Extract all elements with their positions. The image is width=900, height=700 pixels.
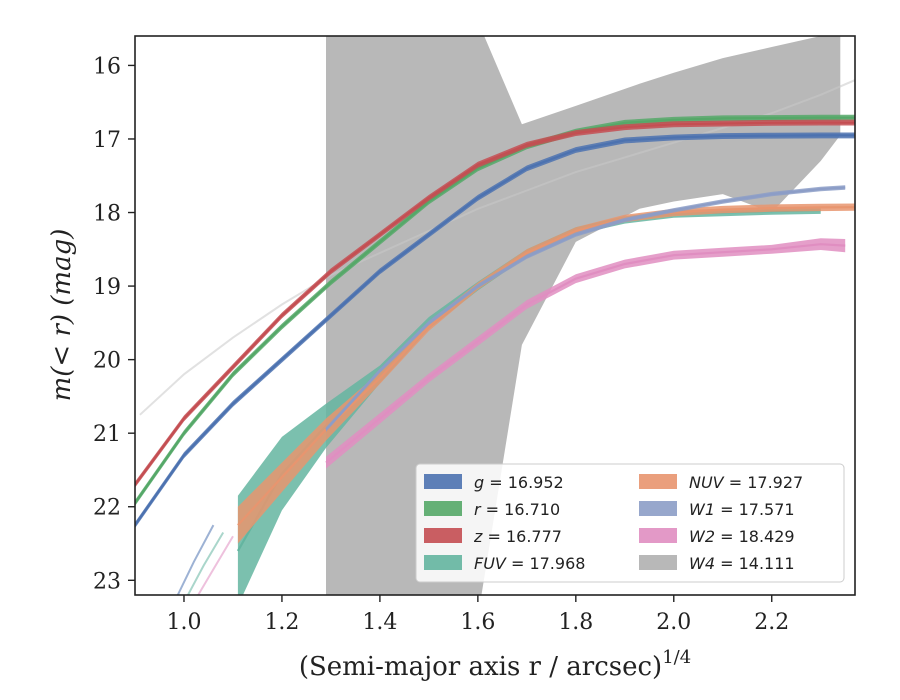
legend-label-g: g = 16.952 — [474, 473, 564, 492]
series-line-W1 — [325, 186, 846, 431]
axes-frame — [134, 35, 856, 596]
legend-swatch-W2 — [639, 528, 677, 543]
legend-swatch-r — [424, 501, 462, 516]
y-tick-label: 22 — [93, 496, 121, 521]
series-band-W4 — [326, 36, 841, 595]
legend-label-FUV: FUV = 17.968 — [474, 554, 585, 573]
legend-label-W4: W4 = 14.111 — [689, 554, 795, 573]
x-tick-label: 2.0 — [656, 610, 691, 635]
legend-swatch-W4 — [639, 555, 677, 570]
x-axis: 1.0 1.2 1.4 1.6 1.8 2.0 2.2 — [166, 595, 789, 635]
legend-label-NUV: NUV = 17.927 — [689, 473, 803, 492]
y-tick-label: 21 — [93, 422, 121, 447]
legend-label-r: r = 16.710 — [474, 500, 560, 519]
x-tick-label: 1.0 — [166, 610, 201, 635]
y-tick-label: 19 — [93, 275, 121, 300]
legend-label-W1: W1 = 17.571 — [689, 500, 795, 519]
legend-swatch-NUV — [639, 474, 677, 489]
y-tick-label: 16 — [93, 54, 121, 79]
legend-label-z: z = 16.777 — [473, 527, 562, 546]
legend-swatch-FUV — [424, 555, 462, 570]
legend-label-W2: W2 = 18.429 — [689, 527, 795, 546]
x-tick-label: 1.2 — [264, 610, 299, 635]
x-tick-label: 1.4 — [362, 610, 397, 635]
legend-swatch-g — [424, 474, 462, 489]
y-axis-label: m(< r) (mag) — [47, 229, 77, 402]
series-line-W2 — [325, 243, 846, 464]
y-tick-label: 23 — [93, 569, 121, 594]
x-tick-label: 1.8 — [558, 610, 593, 635]
y-tick-label: 20 — [93, 349, 121, 374]
x-tick-label: 1.6 — [460, 610, 495, 635]
legend-frame — [415, 463, 845, 583]
x-axis-label-exponent: 1/4 — [662, 647, 691, 668]
y-tick-label: 18 — [93, 202, 121, 227]
plot-area — [135, 36, 855, 595]
series-line-z — [135, 121, 855, 486]
legend-swatch-z — [424, 528, 462, 543]
legend: g = 16.952 r = 16.710 z = 16.777 FUV = 17.9… — [415, 463, 845, 583]
model-curve-2 — [176, 524, 215, 595]
series-line-g — [135, 134, 855, 526]
y-tick-label: 17 — [93, 128, 121, 153]
x-axis-label: (Semi-major axis r / arcsec)1/4 — [299, 647, 691, 682]
legend-swatch-W1 — [639, 501, 677, 516]
model-curve-3 — [186, 531, 225, 595]
x-tick-label: 2.2 — [754, 610, 789, 635]
model-curve-4 — [197, 535, 234, 595]
y-axis: 16 17 18 19 20 21 22 23 — [93, 54, 135, 594]
